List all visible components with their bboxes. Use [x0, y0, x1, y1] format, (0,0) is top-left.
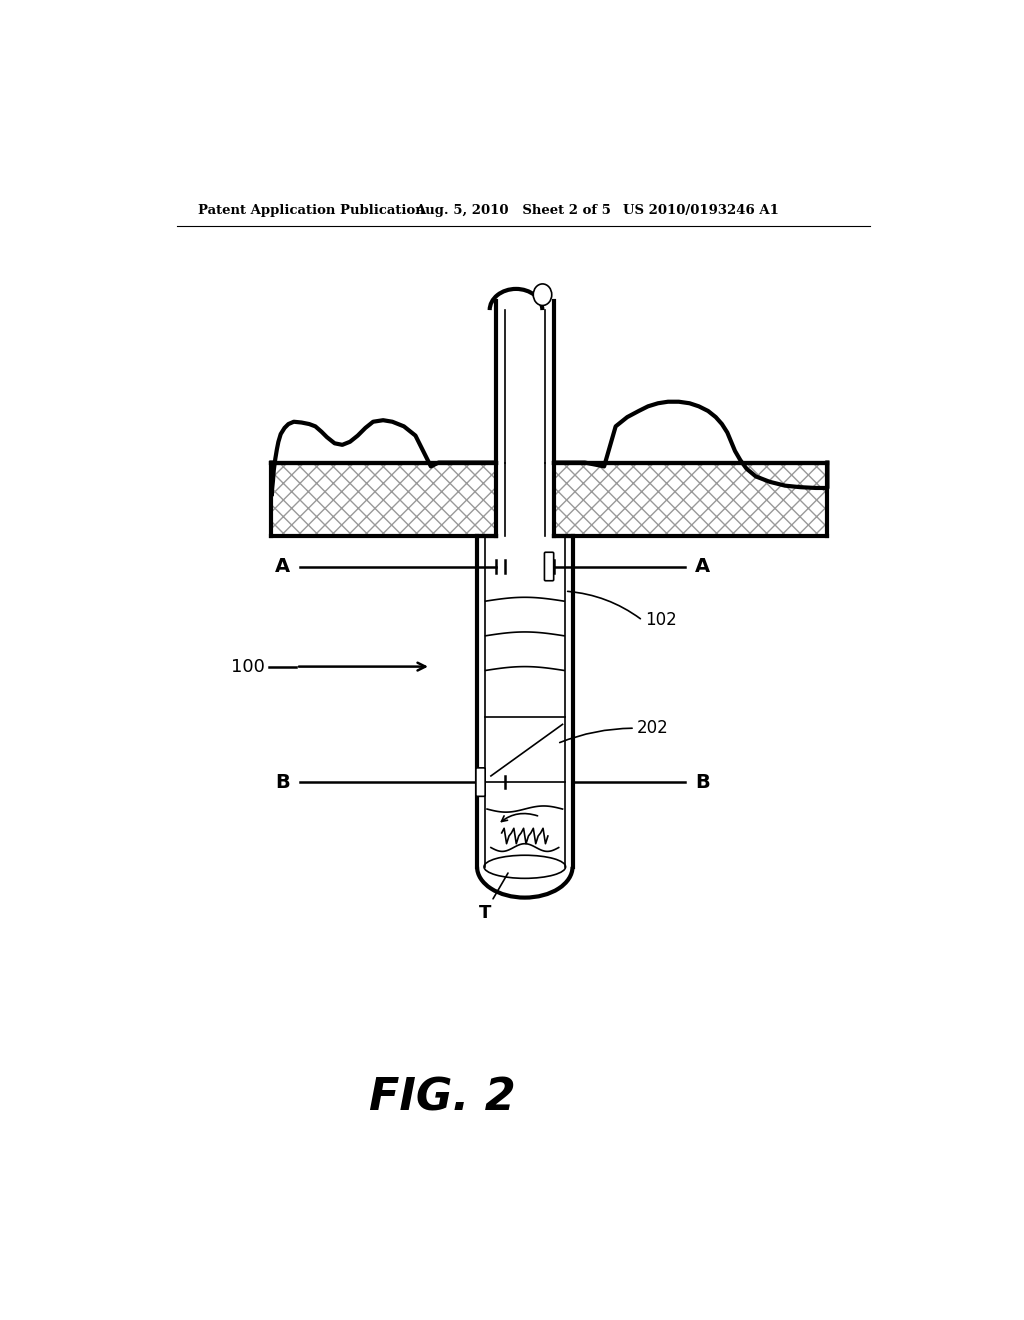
FancyBboxPatch shape — [545, 552, 554, 581]
Text: B: B — [695, 772, 710, 792]
Text: A: A — [274, 557, 290, 576]
Text: 100: 100 — [231, 657, 265, 676]
Text: Patent Application Publication: Patent Application Publication — [199, 205, 425, 218]
Text: 202: 202 — [637, 719, 669, 737]
Text: B: B — [275, 772, 290, 792]
Text: A: A — [695, 557, 710, 576]
FancyBboxPatch shape — [476, 768, 485, 796]
Bar — [554, 462, 827, 536]
Text: FIG. 2: FIG. 2 — [370, 1076, 516, 1119]
Text: T: T — [478, 873, 508, 921]
Text: 102: 102 — [645, 611, 677, 630]
Text: US 2010/0193246 A1: US 2010/0193246 A1 — [624, 205, 779, 218]
Text: Aug. 5, 2010   Sheet 2 of 5: Aug. 5, 2010 Sheet 2 of 5 — [416, 205, 611, 218]
Bar — [271, 462, 496, 536]
Ellipse shape — [534, 284, 552, 305]
